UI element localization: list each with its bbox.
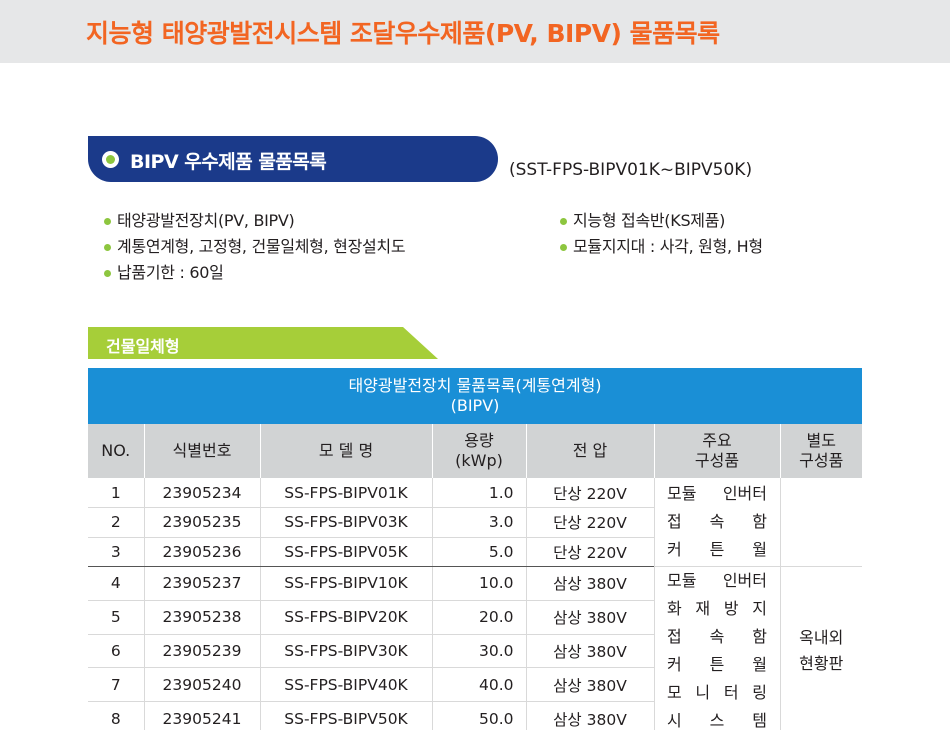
- group1-main-components: 모듈 인버터 접 속 함 커 튼 월: [653, 478, 780, 567]
- header-model: 모 델 명: [259, 424, 432, 478]
- header-separate-components: 별도 구성품: [779, 424, 862, 478]
- list-item: 납품기한 : 60일: [104, 260, 405, 286]
- feature-list-right: 지능형 접속반(KS제품) 모듈지지대 : 사각, 원형, H형: [560, 208, 763, 260]
- table-row: 7 23905240 SS-FPS-BIPV40K 40.0 삼상 380V: [88, 667, 862, 703]
- bullet-dot-icon: [104, 217, 111, 225]
- header-main-components: 주요 구성품: [653, 424, 780, 478]
- group1-separate-components: [779, 478, 862, 567]
- table-caption: 태양광발전장치 물품목록(계통연계형) (BIPV): [88, 368, 862, 424]
- header-voltage: 전 압: [525, 424, 654, 478]
- table-row: 1 23905234 SS-FPS-BIPV01K 1.0 단상 220V 모듈…: [88, 478, 862, 567]
- feature-list-left: 태양광발전장치(PV, BIPV) 계통연계형, 고정형, 건물일체형, 현장설…: [104, 208, 406, 286]
- table-row: 8 23905241 SS-FPS-BIPV50K 50.0 삼상 380V: [88, 701, 862, 730]
- table-caption-row: 태양광발전장치 물품목록(계통연계형) (BIPV): [88, 368, 862, 424]
- bullet-circle-icon: [102, 151, 119, 168]
- list-item: 모듈지지대 : 사각, 원형, H형: [560, 234, 763, 260]
- table-row: 4 23905237 SS-FPS-BIPV10K 10.0 삼상 380V 모…: [88, 566, 862, 730]
- header-no: NO.: [88, 424, 144, 478]
- header-capacity: 용량 (kWp): [431, 424, 526, 478]
- list-item: 태양광발전장치(PV, BIPV): [104, 208, 405, 234]
- table-row: 2 23905235 SS-FPS-BIPV03K 3.0 단상 220V: [88, 507, 862, 538]
- product-catalog-table: 태양광발전장치 물품목록(계통연계형) (BIPV) NO. 식별번호 모 델 …: [88, 368, 862, 730]
- model-range: (SST-FPS-BIPV01K~BIPV50K): [509, 160, 753, 180]
- section-heading-pill: BIPV 우수제품 물품목록: [88, 136, 498, 182]
- list-item: 지능형 접속반(KS제품): [560, 208, 763, 234]
- table-row: 3 23905236 SS-FPS-BIPV05K 5.0 단상 220V: [88, 537, 862, 567]
- section-title: BIPV 우수제품 물품목록: [130, 151, 327, 173]
- bullet-dot-icon: [560, 243, 567, 251]
- category-tab-label: 건물일체형: [106, 337, 180, 356]
- header-id: 식별번호: [143, 424, 260, 478]
- group2-separate-components: 옥내외 현황판: [779, 566, 862, 730]
- page-title: 지능형 태양광발전시스템 조달우수제품(PV, BIPV) 물품목록: [86, 19, 720, 48]
- header-band: 지능형 태양광발전시스템 조달우수제품(PV, BIPV) 물품목록: [0, 0, 950, 63]
- bullet-dot-icon: [104, 269, 111, 277]
- group2-main-components: 모듈 인버터 화 재 방 지 접 속 함 커 튼 월 모 니 터 링 시 스 템: [653, 566, 780, 730]
- table-header-row: NO. 식별번호 모 델 명 용량 (kWp) 전 압 주요 구성품 별도 구성품: [88, 424, 862, 478]
- category-tab: 건물일체형: [88, 327, 438, 359]
- table-row: 6 23905239 SS-FPS-BIPV30K 30.0 삼상 380V: [88, 634, 862, 669]
- bullet-dot-icon: [560, 217, 567, 225]
- list-item: 계통연계형, 고정형, 건물일체형, 현장설치도: [104, 234, 406, 260]
- table-row: 5 23905238 SS-FPS-BIPV20K 20.0 삼상 380V: [88, 600, 862, 635]
- bullet-dot-icon: [104, 243, 111, 251]
